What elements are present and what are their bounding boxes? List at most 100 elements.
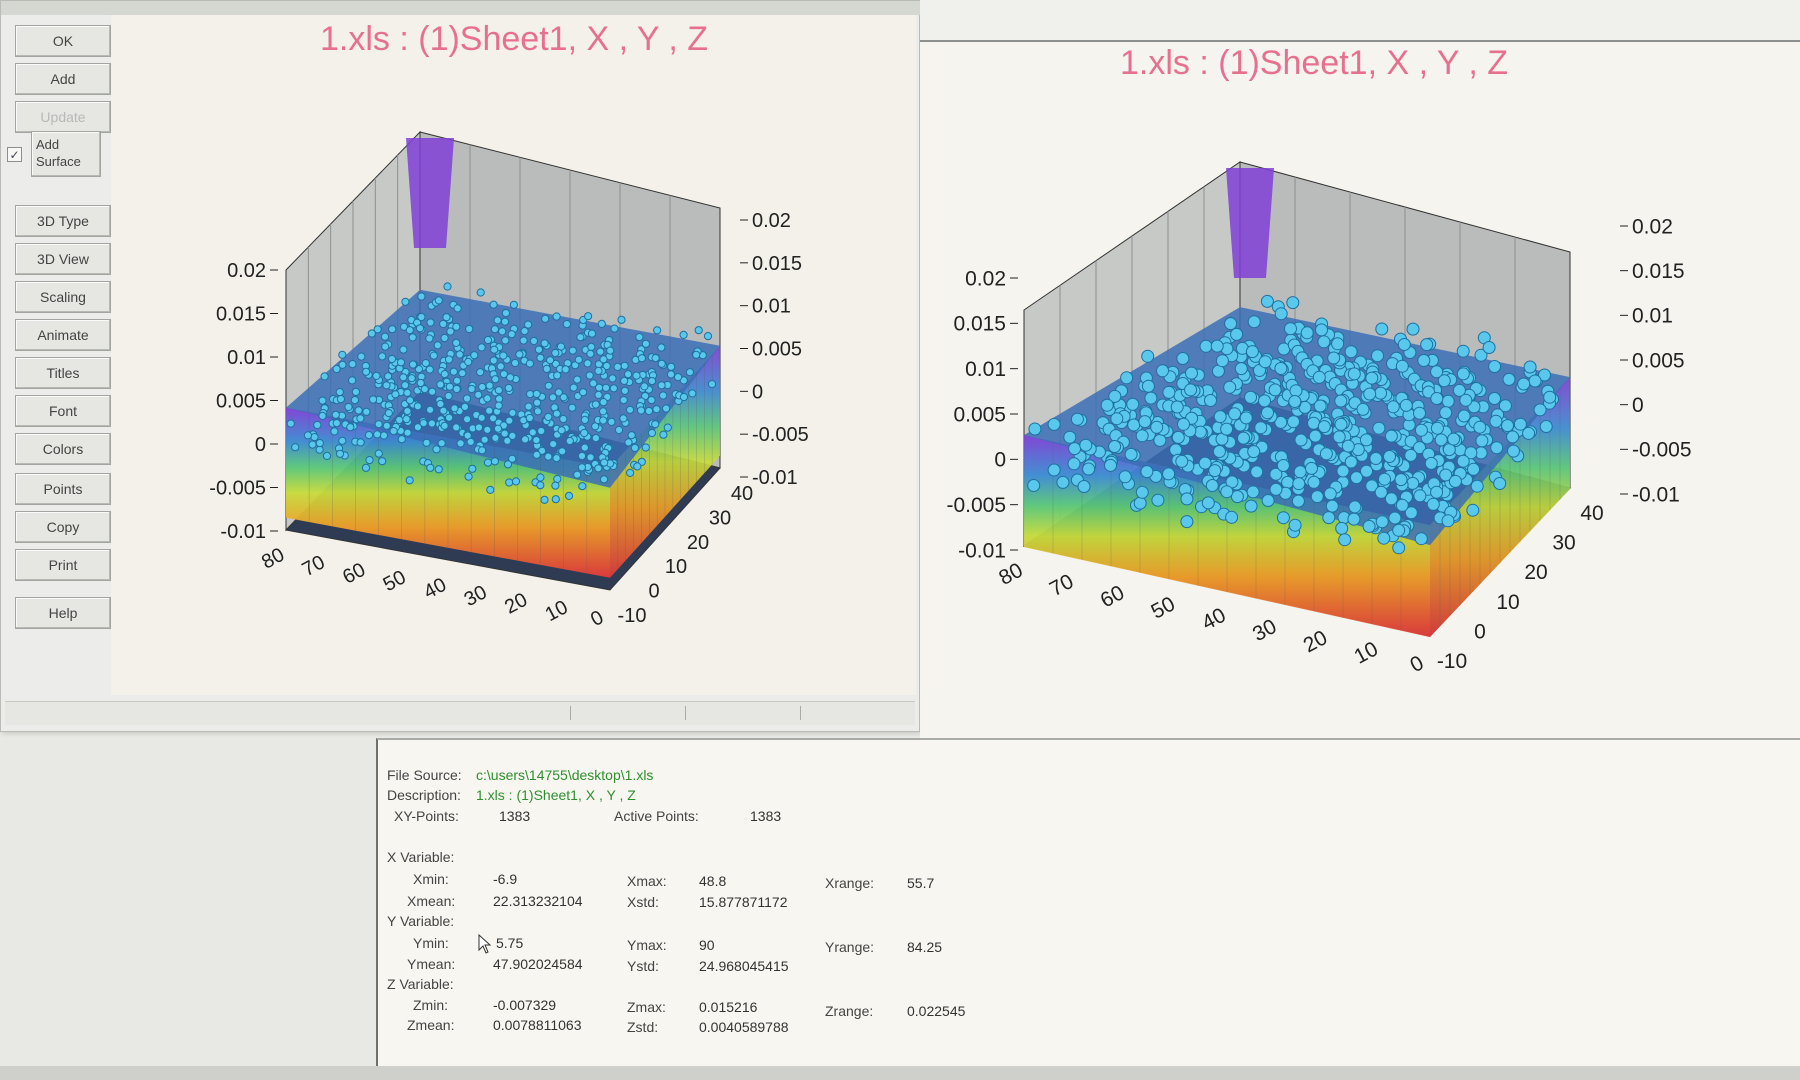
data-point — [1439, 468, 1453, 482]
data-point — [476, 288, 485, 297]
data-point — [610, 324, 619, 333]
data-point — [483, 425, 492, 434]
data-point — [608, 374, 617, 383]
data-point — [528, 428, 537, 437]
data-point — [1237, 431, 1250, 445]
points-button[interactable]: Points — [15, 473, 111, 505]
animate-button[interactable]: Animate — [15, 319, 111, 351]
data-point — [1070, 412, 1084, 426]
data-point — [1204, 394, 1217, 407]
ok-button[interactable]: OK — [15, 25, 111, 57]
data-point — [568, 346, 577, 355]
data-point — [564, 491, 574, 500]
data-point — [1108, 389, 1122, 403]
y-tick-label: 60 — [1097, 581, 1128, 612]
description-value: 1.xls : (1)Sheet1, X , Y , Z — [476, 787, 636, 803]
data-point — [1378, 472, 1391, 486]
data-point — [619, 414, 628, 423]
data-point — [589, 379, 598, 388]
y-tick-label: 80 — [995, 559, 1026, 590]
z-tick-label-left: 0 — [255, 434, 266, 456]
z-tick-label-right: 0.01 — [752, 296, 791, 318]
data-point — [1522, 426, 1536, 440]
data-point — [659, 430, 668, 439]
data-point — [286, 419, 295, 428]
data-point — [688, 389, 697, 398]
data-point — [330, 427, 339, 436]
xstd-value: 15.877871172 — [699, 894, 788, 910]
data-point — [557, 426, 566, 435]
data-point — [315, 439, 324, 448]
data-point — [494, 401, 503, 410]
data-point — [1323, 487, 1337, 501]
data-point — [331, 410, 340, 419]
data-point — [1335, 521, 1349, 535]
z-tick-label-left: -0.005 — [209, 478, 266, 500]
data-point — [477, 343, 486, 352]
z-tick-label-right: -0.01 — [752, 467, 798, 489]
data-point — [1254, 421, 1268, 435]
font-button[interactable]: Font — [15, 395, 111, 427]
ymin-value: 5.75 — [496, 935, 524, 951]
z-tick-label-right: 0.02 — [752, 210, 791, 232]
data-point — [515, 350, 524, 359]
add-surface-button[interactable]: Add Surface — [31, 131, 101, 177]
x-tick-label: 40 — [1580, 502, 1603, 525]
data-point — [1135, 429, 1149, 443]
data-point — [525, 413, 534, 423]
data-point — [1406, 476, 1420, 490]
add-button[interactable]: Add — [15, 63, 111, 95]
3d-type-button[interactable]: 3D Type — [15, 205, 111, 237]
data-point — [599, 416, 608, 425]
data-point — [1517, 377, 1531, 391]
data-point — [641, 443, 650, 452]
data-point — [559, 393, 568, 402]
data-point — [644, 406, 654, 416]
xmean-value: 22.313232104 — [493, 893, 583, 909]
data-point — [450, 404, 459, 413]
data-point — [662, 404, 671, 413]
data-point — [627, 431, 636, 440]
copy-button[interactable]: Copy — [15, 511, 111, 543]
x-tick-label: 0 — [648, 581, 659, 603]
data-point — [422, 438, 431, 447]
z-tick-label-left: 0.02 — [965, 267, 1006, 290]
data-point — [1135, 485, 1149, 499]
data-point — [524, 402, 533, 411]
scaling-button[interactable]: Scaling — [15, 281, 111, 313]
data-point — [470, 351, 479, 360]
add-surface-checkbox[interactable]: ✓ — [7, 147, 22, 162]
data-point — [630, 443, 640, 452]
data-point — [679, 392, 689, 402]
data-point — [1448, 474, 1462, 488]
chart-1: 0.020.0150.010.0050-0.005-0.010.020.0150… — [946, 161, 1692, 677]
colors-button[interactable]: Colors — [15, 433, 111, 465]
data-point — [1506, 430, 1520, 444]
x-tick-label: 20 — [687, 532, 709, 554]
zmin-label: Zmin: — [413, 997, 448, 1013]
data-point — [427, 419, 436, 428]
data-point — [544, 412, 553, 422]
data-point — [320, 372, 329, 381]
titles-button[interactable]: Titles — [15, 357, 111, 389]
data-point — [1228, 407, 1242, 421]
data-point — [1274, 307, 1288, 321]
data-point — [1104, 458, 1117, 472]
print-button[interactable]: Print — [15, 549, 111, 581]
data-point — [1100, 398, 1114, 412]
data-point — [1374, 485, 1388, 499]
data-point — [318, 411, 327, 420]
help-button[interactable]: Help — [15, 597, 111, 629]
data-point — [1239, 411, 1253, 425]
data-point — [463, 415, 472, 424]
data-point — [1312, 370, 1326, 384]
3d-view-button[interactable]: 3D View — [15, 243, 111, 275]
data-point — [1317, 420, 1331, 434]
horizontal-scrollbar[interactable] — [5, 701, 915, 725]
data-point — [524, 320, 533, 329]
window-topbar — [920, 0, 1800, 42]
dialog-titlebar[interactable] — [1, 1, 921, 15]
data-point — [1244, 499, 1258, 513]
